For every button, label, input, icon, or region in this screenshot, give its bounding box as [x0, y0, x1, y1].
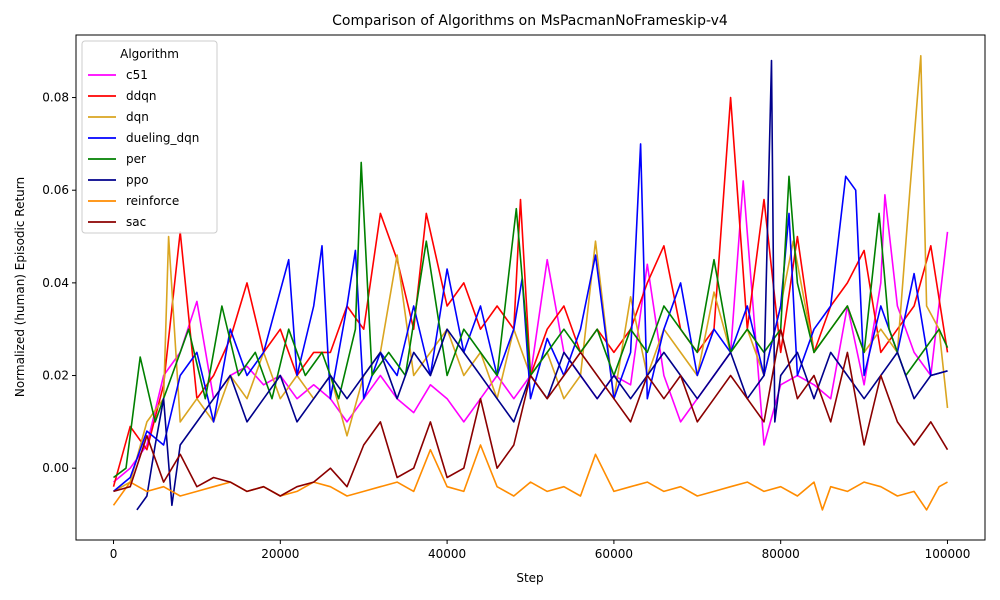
x-tick-label: 0 [110, 547, 118, 561]
legend-label-dueling-dqn: dueling_dqn [126, 131, 199, 145]
y-tick-label: 0.00 [42, 461, 69, 475]
legend-label-ppo: ppo [126, 173, 149, 187]
x-tick-label: 40000 [428, 547, 466, 561]
y-tick-label: 0.02 [42, 369, 69, 383]
x-tick-label: 60000 [595, 547, 633, 561]
x-tick-label: 80000 [762, 547, 800, 561]
y-tick-label: 0.04 [42, 276, 69, 290]
legend-title: Algorithm [120, 47, 179, 61]
series-line-ddqn [112, 96, 949, 487]
plot-lines [112, 54, 949, 511]
y-axis-label: Normalized (human) Episodic Return [13, 177, 27, 397]
legend-label-sac: sac [126, 215, 146, 229]
series-line-dueling-dqn [112, 143, 948, 493]
legend-label-c51: c51 [126, 68, 148, 82]
legend-label-dqn: dqn [126, 110, 149, 124]
axes: 0 20000 40000 60000 80000 100000 0.00 0.02 0.04 0… [42, 34, 986, 561]
legend-label-per: per [126, 152, 146, 166]
legend-box [81, 40, 218, 234]
plot-frame [75, 34, 986, 541]
x-tick-label: 100000 [925, 547, 971, 561]
y-tick-label: 0.08 [42, 91, 69, 105]
chart-title: Comparison of Algorithms on MsPacmanNoFr… [332, 13, 728, 29]
series-line-per [113, 161, 949, 479]
x-axis-label: Step [516, 571, 543, 585]
legend-label-ddqn: ddqn [126, 89, 156, 103]
legend-label-reinforce: reinforce [126, 194, 179, 208]
y-tick-label: 0.06 [42, 183, 69, 197]
series-line-sac [113, 328, 949, 497]
x-tick-label: 20000 [261, 547, 299, 561]
